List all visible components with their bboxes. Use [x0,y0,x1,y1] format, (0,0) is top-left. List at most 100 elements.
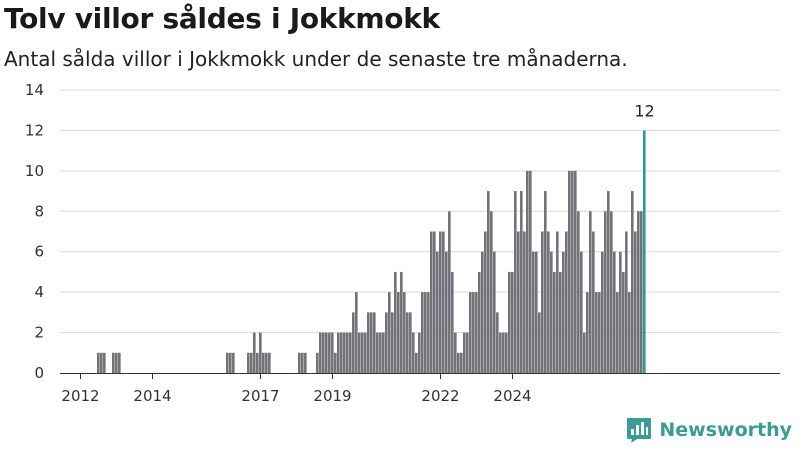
bar [340,332,343,373]
bar [613,251,616,373]
bar [364,332,367,373]
y-tick-label: 8 [34,202,44,220]
bar [448,211,451,373]
bar [415,352,418,373]
bar [256,352,259,373]
bar [397,292,400,373]
bar [607,191,610,373]
bar [343,332,346,373]
y-tick-label: 2 [34,324,44,342]
bar [535,251,538,373]
bar [490,211,493,373]
bar-highlight [643,130,646,373]
y-tick-label: 6 [34,243,44,261]
bar [400,271,403,373]
bar [226,352,229,373]
bar [391,312,394,373]
bar [601,251,604,373]
bar [544,191,547,373]
bar [553,271,556,373]
bar [616,292,619,373]
bar [115,352,118,373]
bar [247,352,250,373]
bar [517,231,520,373]
newsworthy-logo-icon [627,418,652,443]
bar [523,231,526,373]
bars [97,130,646,373]
y-tick-label: 12 [25,121,44,139]
bar [568,170,571,373]
bar [481,251,484,373]
bar [262,352,265,373]
bar [502,332,505,373]
y-tick-label: 0 [34,364,44,382]
bar [322,332,325,373]
bar [547,231,550,373]
bar [619,251,622,373]
bar [475,292,478,373]
bar [637,211,640,373]
bar [595,292,598,373]
bar [625,231,628,373]
bar [250,352,253,373]
bar [631,191,634,373]
chart-title: Tolv villor såldes i Jokkmokk [4,2,440,35]
bar [349,332,352,373]
bar [610,211,613,373]
bar [436,251,439,373]
bar [478,271,481,373]
bar [460,352,463,373]
x-tick-label: 2022 [421,387,459,405]
bar [457,352,460,373]
bar [529,170,532,373]
bar [388,292,391,373]
bar [331,332,334,373]
bar [403,292,406,373]
bar [367,312,370,373]
bar [430,231,433,373]
bar [412,332,415,373]
bar [622,271,625,373]
bar [97,352,100,373]
y-axis-ticks: 0 2 4 6 8 10 12 14 [25,81,44,382]
bar [394,271,397,373]
bar [556,231,559,373]
bar [337,332,340,373]
bar [508,271,511,373]
bar [493,251,496,373]
bar [514,191,517,373]
bar [355,292,358,373]
bar [550,251,553,373]
bar [418,332,421,373]
bar [463,332,466,373]
bar [385,312,388,373]
x-tick-label: 2024 [493,387,531,405]
bar [304,352,307,373]
bar [442,231,445,373]
bar [421,292,424,373]
bar [586,292,589,373]
bar [103,352,106,373]
bar [298,352,301,373]
bar [577,211,580,373]
bar [532,251,535,373]
bar [592,231,595,373]
bar [496,312,499,373]
annotations: 12 [634,101,654,120]
bar [370,312,373,373]
newsworthy-logo[interactable]: Newsworthy [625,416,792,444]
x-tick-label: 2019 [313,387,351,405]
x-tick-label: 2014 [133,387,171,405]
bar [484,231,487,373]
bar [409,312,412,373]
brand-name: Newsworthy [659,419,792,441]
data-label: 12 [634,101,654,120]
chart-subtitle: Antal sålda villor i Jokkmokk under de s… [4,47,628,71]
bar [541,231,544,373]
bar [466,332,469,373]
bar [316,352,319,373]
bar [559,271,562,373]
bar [526,170,529,373]
bar [259,332,262,373]
